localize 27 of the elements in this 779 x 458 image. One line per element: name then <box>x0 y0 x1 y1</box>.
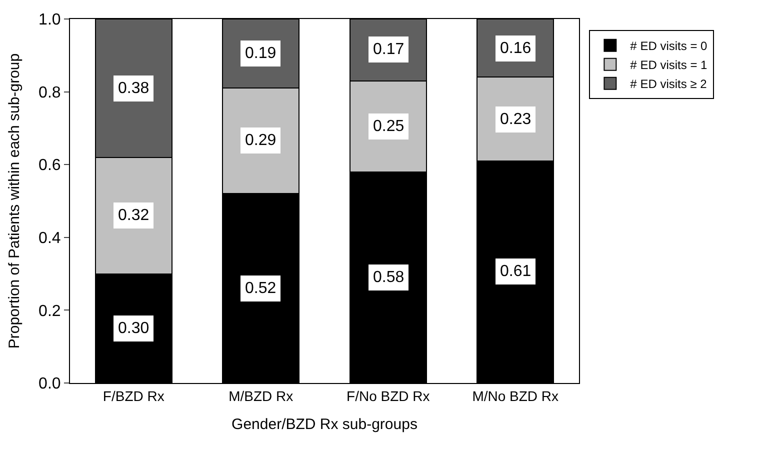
y-tick-label: 0.8 <box>38 84 61 102</box>
x-axis-title: Gender/BZD Rx sub-groups <box>232 416 418 433</box>
x-tick-label: F/BZD Rx <box>102 388 164 404</box>
data-label: 0.16 <box>500 40 532 57</box>
data-label: 0.23 <box>500 111 532 128</box>
y-tick-label: 0.0 <box>38 376 61 393</box>
y-axis-title: Proportion of Patients within each sub-group <box>6 53 23 349</box>
y-tick-label: 0.4 <box>38 230 61 247</box>
data-label: 0.25 <box>373 118 404 135</box>
data-label: 0.58 <box>373 269 404 286</box>
y-tick-label: 0.6 <box>38 157 61 174</box>
legend-label: # ED visits ≥ 2 <box>630 77 708 92</box>
legend-label: # ED visits = 0 <box>630 39 708 54</box>
data-label: 0.29 <box>245 132 276 149</box>
data-label: 0.17 <box>373 41 404 58</box>
x-tick-label: M/BZD Rx <box>228 388 294 404</box>
data-label: 0.61 <box>500 263 532 280</box>
x-tick-label: F/No BZD Rx <box>346 388 430 404</box>
data-label: 0.30 <box>118 320 150 337</box>
y-tick-label: 1.0 <box>38 12 61 29</box>
data-label: 0.32 <box>118 207 150 224</box>
y-tick-label: 0.2 <box>38 302 61 320</box>
legend-label: # ED visits = 1 <box>630 58 708 72</box>
data-label: 0.38 <box>118 80 150 97</box>
data-label: 0.19 <box>245 45 276 62</box>
x-tick-label: M/No BZD Rx <box>472 388 559 404</box>
data-label: 0.52 <box>245 280 276 297</box>
